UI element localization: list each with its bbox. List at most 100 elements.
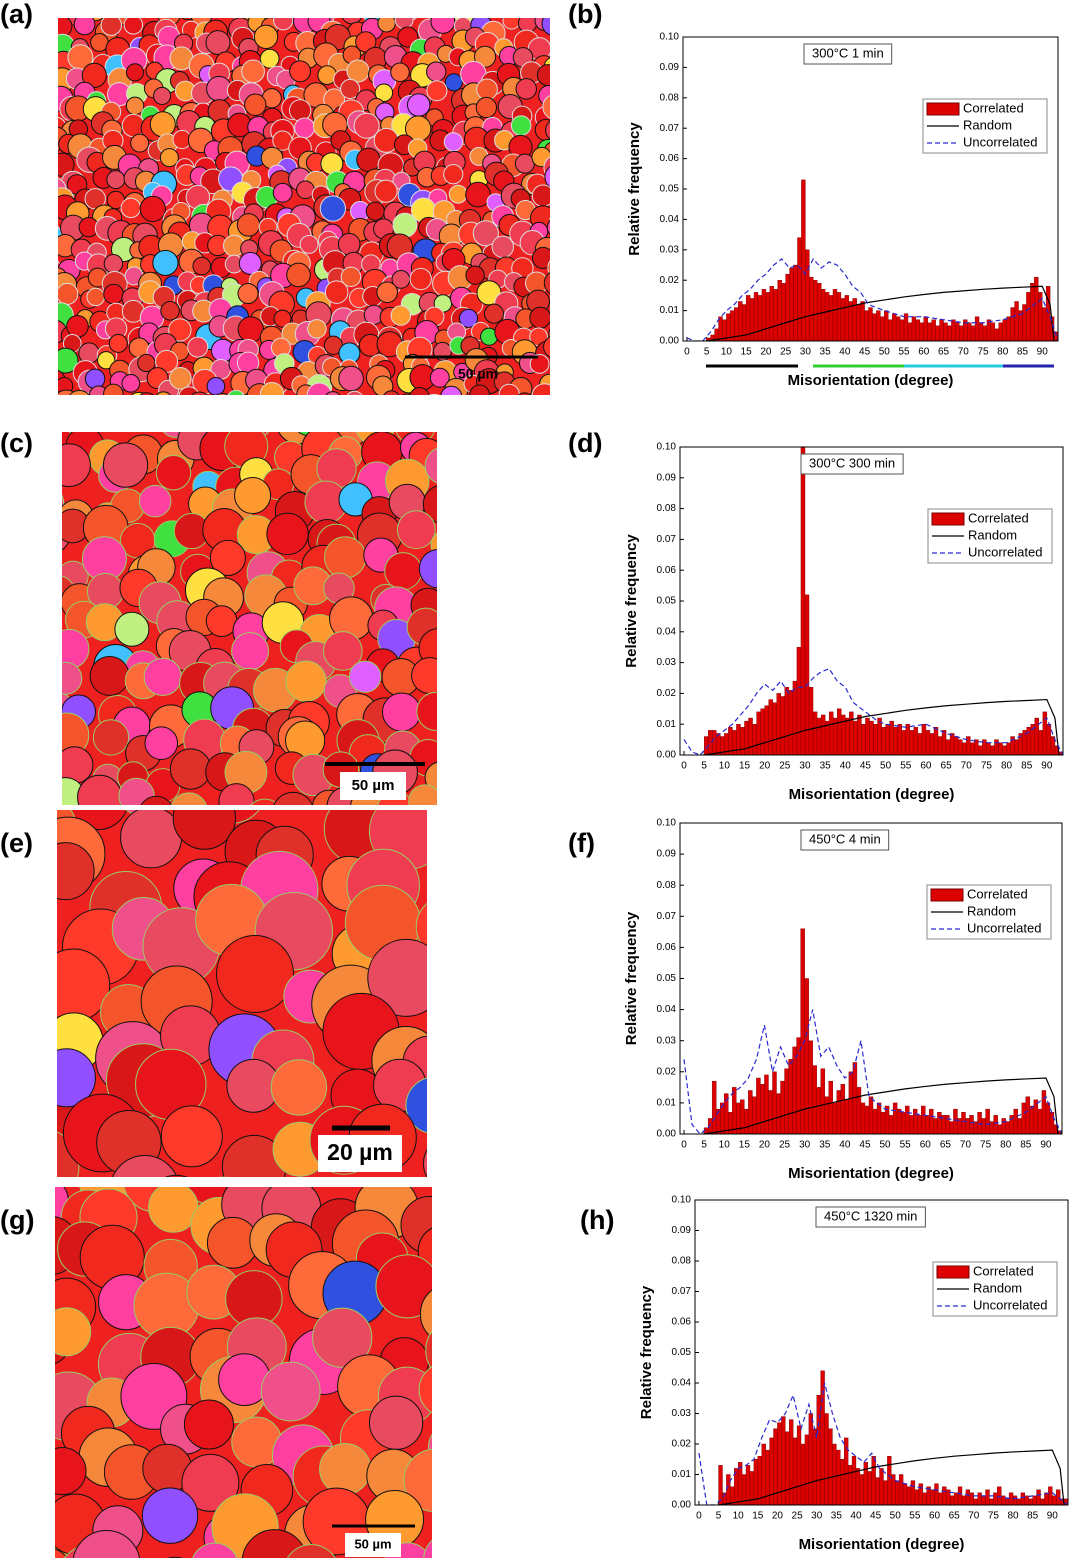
bar — [889, 720, 894, 755]
chart: 0.00 0.01 0.02 0.03 0.04 0.05 0.06 0.07 0.08 0.09… — [623, 818, 1063, 1182]
x-tick-label: 50 — [880, 761, 892, 772]
grain — [409, 387, 430, 395]
grain — [237, 282, 259, 305]
bar — [902, 1483, 908, 1505]
bar — [840, 298, 846, 341]
bar — [887, 1455, 892, 1505]
bar — [792, 680, 798, 755]
x-tick-label: 55 — [898, 347, 910, 358]
bar — [1033, 1099, 1039, 1134]
x-tick-label: 35 — [820, 761, 832, 772]
grain — [548, 328, 550, 341]
grain — [342, 18, 362, 25]
bar — [906, 1486, 912, 1505]
grain — [435, 866, 493, 924]
y-tick-label: 0.01 — [672, 1469, 692, 1480]
bar — [955, 322, 960, 341]
y-tick-label: 0.00 — [657, 750, 677, 761]
grain — [319, 195, 346, 222]
scale-bar-label: 50 µm — [458, 366, 498, 382]
bar — [929, 1108, 934, 1134]
bar — [761, 289, 767, 341]
grain — [286, 262, 311, 288]
grain — [418, 1366, 432, 1414]
bar — [871, 1455, 876, 1505]
grain — [155, 455, 192, 491]
y-tick-label: 0.00 — [672, 1500, 692, 1511]
bar — [784, 687, 790, 755]
grain — [340, 78, 361, 99]
panel-label: (b) — [568, 0, 602, 29]
grain — [125, 392, 160, 427]
bar — [784, 1068, 789, 1134]
grain — [121, 374, 141, 393]
y-tick-label: 0.03 — [657, 657, 677, 668]
bar — [744, 1108, 749, 1134]
x-tick-label: 70 — [958, 347, 970, 358]
x-tick-label: 35 — [820, 347, 832, 358]
x-tick-label: 30 — [799, 1140, 811, 1151]
grain — [483, 303, 504, 324]
grain — [408, 390, 447, 429]
bar — [785, 273, 790, 341]
bar — [951, 319, 956, 341]
grain — [367, 938, 427, 1017]
bar — [848, 1071, 854, 1134]
grain — [408, 784, 437, 805]
bar — [911, 316, 917, 341]
bar — [993, 1115, 998, 1134]
bar — [1001, 1495, 1006, 1505]
x-tick-label: 5 — [716, 1511, 722, 1522]
bar — [931, 319, 936, 341]
grain — [543, 272, 550, 294]
bar — [712, 730, 717, 755]
x-tick-label: 65 — [941, 761, 953, 772]
y-tick-label: 0.06 — [660, 153, 680, 164]
x-tick-label: 60 — [920, 761, 932, 772]
bar — [939, 319, 944, 341]
grain — [536, 64, 550, 87]
y-tick-label: 0.07 — [657, 534, 677, 545]
bar — [848, 301, 853, 341]
grain — [244, 93, 267, 116]
bar — [1037, 1108, 1043, 1134]
bar — [969, 1492, 974, 1505]
x-tick-label: 30 — [800, 347, 812, 358]
series-line — [704, 698, 1060, 755]
bar — [925, 1115, 930, 1134]
grain — [415, 902, 427, 951]
grain — [544, 166, 550, 188]
bar — [776, 693, 781, 755]
x-tick-label: 75 — [980, 1140, 992, 1151]
bar — [804, 978, 809, 1134]
panel-label: (a) — [0, 0, 33, 29]
grain — [312, 1307, 373, 1368]
bar — [836, 1090, 842, 1134]
grain — [130, 133, 150, 153]
legend-label: Random — [963, 117, 1012, 132]
bar — [773, 289, 778, 341]
x-tick-label: 15 — [739, 761, 751, 772]
grain — [0, 1152, 53, 1211]
bar — [888, 319, 893, 341]
y-tick-label: 0.02 — [660, 275, 680, 286]
bar — [748, 717, 753, 755]
x-tick-label: 80 — [1001, 761, 1013, 772]
bar — [1046, 724, 1052, 755]
bar — [832, 1443, 837, 1505]
grain — [416, 691, 437, 731]
grain — [120, 0, 140, 17]
bar — [883, 1480, 888, 1505]
bar — [828, 1428, 833, 1505]
y-tick-label: 0.03 — [672, 1408, 692, 1419]
plot-area — [683, 928, 1062, 1134]
bar — [978, 322, 984, 341]
x-tick-label: 50 — [890, 1511, 902, 1522]
bar — [777, 280, 782, 341]
x-tick-label: 85 — [1017, 347, 1029, 358]
grain — [31, 64, 54, 87]
grain — [120, 197, 141, 219]
bar — [927, 322, 932, 341]
x-tick-label: 70 — [961, 761, 973, 772]
grain — [89, 655, 130, 696]
